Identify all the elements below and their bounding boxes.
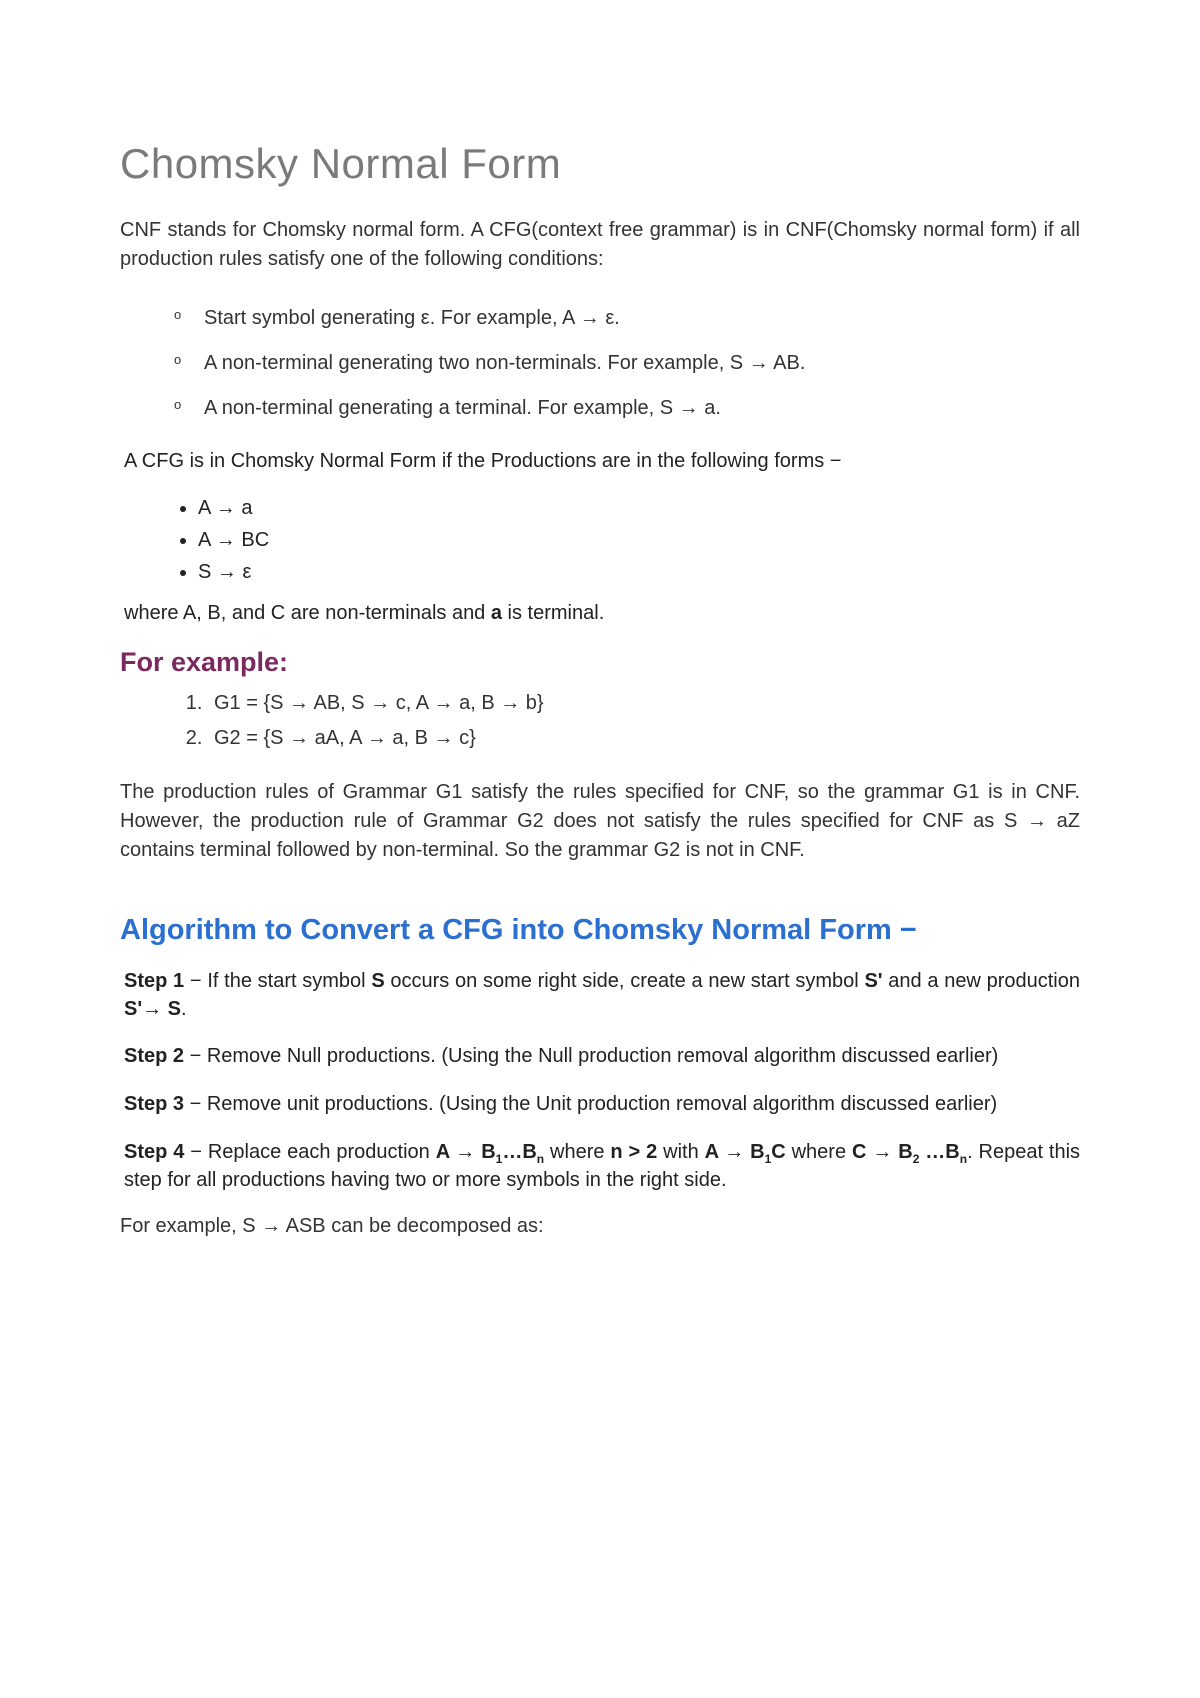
step-bold: …B [502,1141,536,1163]
step-text: Remove unit productions. (Using the Unit… [207,1093,997,1115]
condition-item: A non-terminal generating a terminal. Fo… [180,394,1080,423]
where-clause: where A, B, and C are non-terminals and … [124,602,1080,625]
step-bold: C → B [852,1141,913,1163]
cfg-statement: A CFG is in Chomsky Normal Form if the P… [124,447,1080,476]
step-3: Step 3 − Remove unit productions. (Using… [124,1091,1080,1119]
condition-item: Start symbol generating ε. For example, … [180,304,1080,333]
step-bold: …B [919,1141,959,1163]
step-text: occurs on some right side, create a new … [385,970,865,992]
form-item: A → a [198,492,1080,524]
step-dash: − [184,970,207,992]
step-4: Step 4 − Replace each production A → B1…… [124,1139,1080,1195]
step-2: Step 2 − Remove Null productions. (Using… [124,1043,1080,1071]
step-bold: S' [864,970,882,992]
step-bold: A → B [705,1141,765,1163]
step-bold: n > 2 [610,1141,657,1163]
algorithm-heading: Algorithm to Convert a CFG into Chomsky … [120,911,1080,950]
step-bold: S'→ S [124,998,181,1020]
step-label: Step 4 [124,1141,184,1163]
step-text: . [181,998,187,1020]
page-title: Chomsky Normal Form [120,140,1080,188]
example-item: G2 = {S → aA, A → a, B → c} [208,721,1080,756]
forms-list: A → a A → BC S → ε [120,492,1080,588]
step-text: where [786,1141,852,1163]
step-text: Replace each production [208,1141,436,1163]
condition-item: A non-terminal generating two non-termin… [180,349,1080,378]
step-sub: n [960,1152,967,1166]
example-heading: For example: [120,647,1080,678]
example-explanation: The production rules of Grammar G1 satis… [120,778,1080,865]
step-text: with [657,1141,704,1163]
decompose-line: For example, S → ASB can be decomposed a… [120,1215,1080,1238]
step-text: and a new production [883,970,1080,992]
step-label: Step 1 [124,970,184,992]
step-bold: C [771,1141,785,1163]
where-text: is terminal. [502,602,604,624]
where-bold: a [491,602,502,624]
step-1: Step 1 − If the start symbol S occurs on… [124,968,1080,1023]
step-text: where [544,1141,610,1163]
intro-paragraph: CNF stands for Chomsky normal form. A CF… [120,216,1080,274]
example-item: G1 = {S → AB, S → c, A → a, B → b} [208,686,1080,721]
form-item: A → BC [198,524,1080,556]
step-text: Remove Null productions. (Using the Null… [207,1045,998,1067]
step-dash: − [184,1141,207,1163]
step-label: Step 2 [124,1045,184,1067]
step-label: Step 3 [124,1093,184,1115]
where-text: where A, B, and C are non-terminals and [124,602,491,624]
step-bold: A → B [436,1141,496,1163]
step-bold: S [371,970,384,992]
form-item: S → ε [198,556,1080,588]
step-dash: − [184,1093,207,1115]
examples-list: G1 = {S → AB, S → c, A → a, B → b} G2 = … [120,686,1080,756]
step-text: If the start symbol [207,970,371,992]
step-dash: − [184,1045,207,1067]
conditions-list: Start symbol generating ε. For example, … [120,304,1080,423]
